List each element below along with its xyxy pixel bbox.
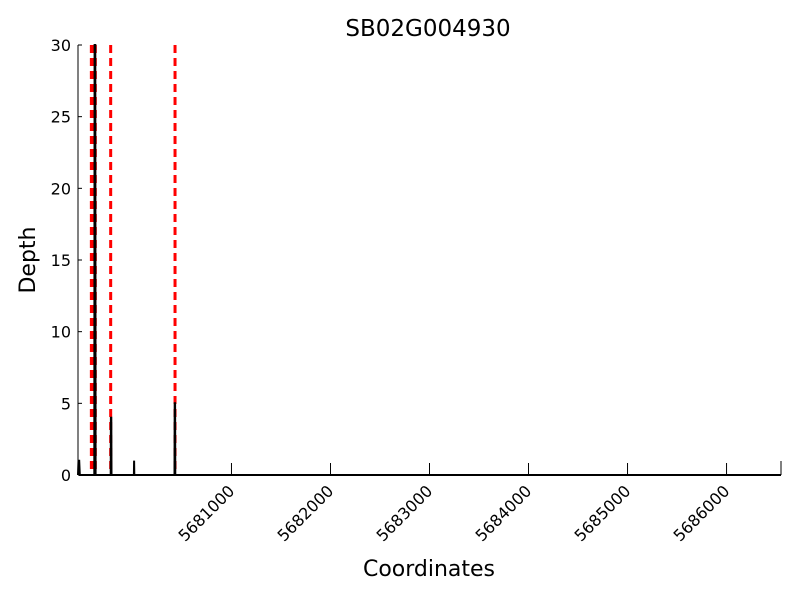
y-tick-label: 25 xyxy=(51,108,71,127)
y-tick-label: 5 xyxy=(61,394,71,413)
chart-title: SB02G004930 xyxy=(345,16,510,42)
x-tick-label: 5684000 xyxy=(472,481,536,545)
series xyxy=(78,45,781,475)
x-tick-label: 5683000 xyxy=(373,481,437,545)
x-axis-title: Coordinates xyxy=(363,557,495,582)
depth-series-line xyxy=(78,45,781,475)
marker-lines xyxy=(91,45,175,475)
y-tick-label: 0 xyxy=(61,466,71,485)
y-tick-label: 10 xyxy=(51,323,71,342)
x-tick-label: 5682000 xyxy=(273,481,337,545)
x-tick-label: 5686000 xyxy=(670,481,734,545)
y-axis-title: Depth xyxy=(16,226,41,293)
axes: 0 5 10 15 20 25 30 5681000 5682000 5683000 5684000… xyxy=(51,36,781,545)
y-tick-label: 15 xyxy=(51,251,71,270)
x-tick-label: 5685000 xyxy=(571,481,635,545)
x-tick-label: 5681000 xyxy=(174,481,238,545)
y-tick-label: 20 xyxy=(51,179,71,198)
y-tick-label: 30 xyxy=(51,36,71,55)
